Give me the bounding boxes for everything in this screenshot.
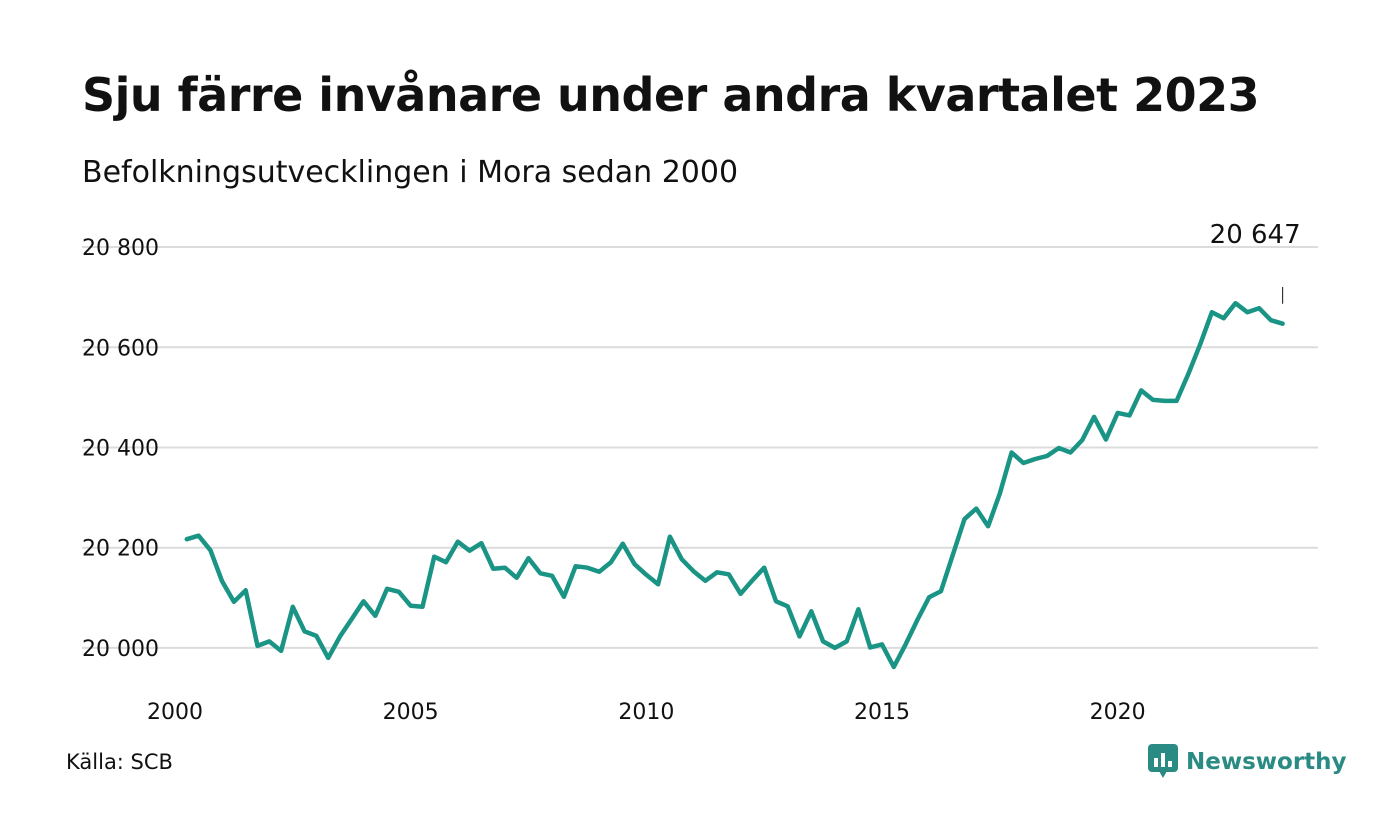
- x-tick-label: 2015: [854, 700, 910, 725]
- x-tick-label: 2005: [383, 700, 439, 725]
- end-value-label: 20 647: [1210, 220, 1301, 250]
- series-line: [184, 300, 1285, 670]
- y-tick-label: 20 600: [82, 336, 159, 361]
- x-axis-ticks: 2000 2005 2010 2015 2020: [147, 700, 1146, 725]
- y-axis-ticks: 20 000 20 200 20 400 20 600 20 800: [82, 236, 159, 662]
- y-tick-label: 20 400: [82, 436, 159, 461]
- chart-title: Sju färre invånare under andra kvartalet…: [82, 68, 1260, 122]
- brand-logo: Newsworthy: [1148, 744, 1347, 780]
- y-tick-label: 20 200: [82, 537, 159, 562]
- grid-lines: [82, 246, 1318, 649]
- y-tick-label: 20 800: [82, 236, 159, 261]
- series-group: [184, 300, 1285, 670]
- x-tick-label: 2010: [618, 700, 674, 725]
- brand-name: Newsworthy: [1186, 749, 1347, 775]
- newsworthy-logo-icon: [1148, 744, 1178, 778]
- x-tick-label: 2020: [1090, 700, 1146, 725]
- x-tick-label: 2000: [147, 700, 203, 725]
- source-note: Källa: SCB: [66, 750, 173, 774]
- end-annotation: 20 647: [1210, 220, 1301, 304]
- chart-subtitle: Befolkningsutvecklingen i Mora sedan 200…: [82, 155, 739, 190]
- y-tick-label: 20 000: [82, 637, 159, 662]
